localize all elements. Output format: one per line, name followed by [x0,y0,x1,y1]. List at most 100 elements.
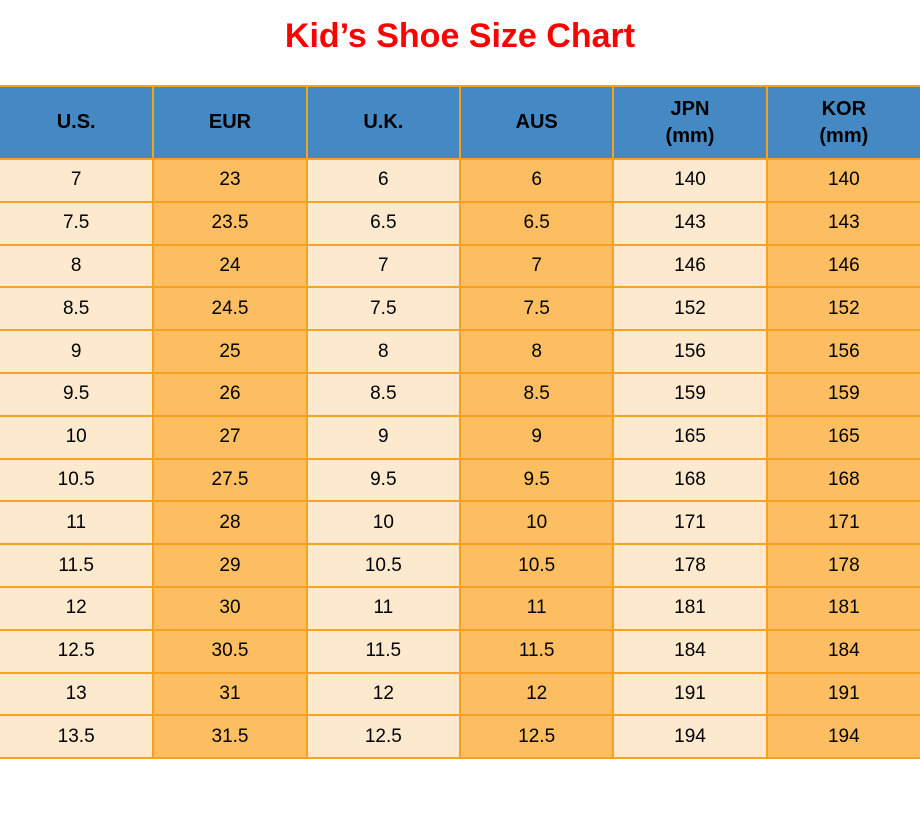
table-cell-aus: 12.5 [458,714,615,760]
column-header-eur: EUR [152,85,308,160]
table-cell-kor: 146 [765,243,920,289]
table-cell-eur: 29 [152,543,308,588]
table-cell-uk: 6.5 [305,200,461,246]
table-cell-aus: 7 [458,243,615,289]
column-header-unit: (mm) [819,124,869,147]
table-cell-jpn: 178 [612,543,768,588]
table-row: 7 23 6 6 140 140 [0,158,920,203]
table-cell-eur: 28 [152,500,308,546]
table-cell-uk: 7.5 [305,286,461,332]
table-cell-aus: 9 [458,414,615,460]
table-row: 10 27 9 9 165 165 [0,414,920,460]
table-row: 13 31 12 12 191 191 [0,671,920,717]
column-header-us: U.S. [0,85,155,160]
table-row: 11 28 10 10 171 171 [0,500,920,546]
table-row: 9 25 8 8 156 156 [0,329,920,374]
table-cell-uk: 8 [305,329,461,374]
table-cell-us: 10.5 [0,457,155,503]
table-cell-aus: 10.5 [458,543,615,588]
table-cell-uk: 10 [305,500,461,546]
table-row: 10.5 27.5 9.5 9.5 168 168 [0,457,920,503]
table-cell-us: 11.5 [0,543,155,588]
table-cell-us: 8.5 [0,286,155,332]
table-row: 9.5 26 8.5 8.5 159 159 [0,371,920,417]
table-cell-us: 8 [0,243,155,289]
table-row: 12 30 11 11 181 181 [0,585,920,631]
table-cell-us: 11 [0,500,155,546]
table-cell-eur: 25 [152,329,308,374]
table-cell-kor: 168 [765,457,920,503]
column-header-unit: (mm) [665,124,715,147]
table-cell-kor: 178 [765,543,920,588]
table-cell-uk: 10.5 [305,543,461,588]
table-cell-aus: 11.5 [458,628,615,674]
column-header-label: JPN [670,97,710,120]
table-row: 12.5 30.5 11.5 11.5 184 184 [0,628,920,674]
table-body: 7 23 6 6 140 140 7.5 23.5 6.5 6.5 143 143 8 24 7 7 146 14… [0,158,920,760]
table-cell-kor: 156 [765,329,920,374]
table-cell-jpn: 191 [612,671,768,717]
table-cell-kor: 171 [765,500,920,546]
column-header-label: AUS [515,111,558,133]
table-cell-jpn: 140 [612,158,768,203]
column-header-label: U.S. [56,111,96,133]
table-cell-us: 12 [0,585,155,631]
column-header-jpn: JPN (mm) [612,85,768,160]
table-cell-kor: 143 [765,200,920,246]
table-cell-jpn: 181 [612,585,768,631]
table-cell-kor: 194 [765,714,920,760]
table-header: U.S. EUR U.K. AUS JPN (mm) KOR (mm) [0,85,920,160]
column-header-label: KOR [821,97,867,120]
table-cell-kor: 152 [765,286,920,332]
table-cell-eur: 23.5 [152,200,308,246]
page-title: Kid’s Shoe Size Chart [284,17,636,55]
table-cell-eur: 26 [152,371,308,417]
table-cell-us: 13 [0,671,155,717]
column-header-label: EUR [208,111,252,133]
table-cell-us: 13.5 [0,714,155,760]
table-cell-eur: 24 [152,243,308,289]
table-cell-aus: 8.5 [458,371,615,417]
table-cell-aus: 10 [458,500,615,546]
table-cell-aus: 9.5 [458,457,615,503]
table-cell-us: 10 [0,414,155,460]
table-cell-eur: 30.5 [152,628,308,674]
shoe-size-table: U.S. EUR U.K. AUS JPN (mm) KOR (mm) 7 23 6 6 140 140… [0,85,920,760]
table-cell-jpn: 165 [612,414,768,460]
table-cell-uk: 9.5 [305,457,461,503]
table-cell-jpn: 152 [612,286,768,332]
table-cell-eur: 31.5 [152,714,308,760]
table-cell-us: 7 [0,158,155,203]
table-cell-us: 12.5 [0,628,155,674]
table-cell-kor: 165 [765,414,920,460]
table-cell-eur: 23 [152,158,308,203]
table-cell-uk: 6 [305,158,461,203]
table-cell-jpn: 194 [612,714,768,760]
table-row: 8 24 7 7 146 146 [0,243,920,289]
table-cell-uk: 11 [305,585,461,631]
table-cell-kor: 181 [765,585,920,631]
table-cell-kor: 159 [765,371,920,417]
table-cell-jpn: 146 [612,243,768,289]
table-cell-kor: 184 [765,628,920,674]
table-cell-jpn: 156 [612,329,768,374]
table-cell-eur: 27 [152,414,308,460]
column-header-label: U.K. [363,111,404,133]
table-cell-aus: 8 [458,329,615,374]
table-cell-eur: 24.5 [152,286,308,332]
column-header-uk: U.K. [305,85,461,160]
table-cell-jpn: 171 [612,500,768,546]
table-row: 13.5 31.5 12.5 12.5 194 194 [0,714,920,760]
table-cell-aus: 6.5 [458,200,615,246]
table-cell-eur: 27.5 [152,457,308,503]
table-cell-uk: 9 [305,414,461,460]
column-header-kor: KOR (mm) [765,85,920,160]
table-cell-jpn: 168 [612,457,768,503]
table-cell-aus: 12 [458,671,615,717]
table-cell-kor: 191 [765,671,920,717]
table-cell-us: 9 [0,329,155,374]
table-cell-uk: 12.5 [305,714,461,760]
column-header-aus: AUS [458,85,615,160]
table-cell-aus: 11 [458,585,615,631]
